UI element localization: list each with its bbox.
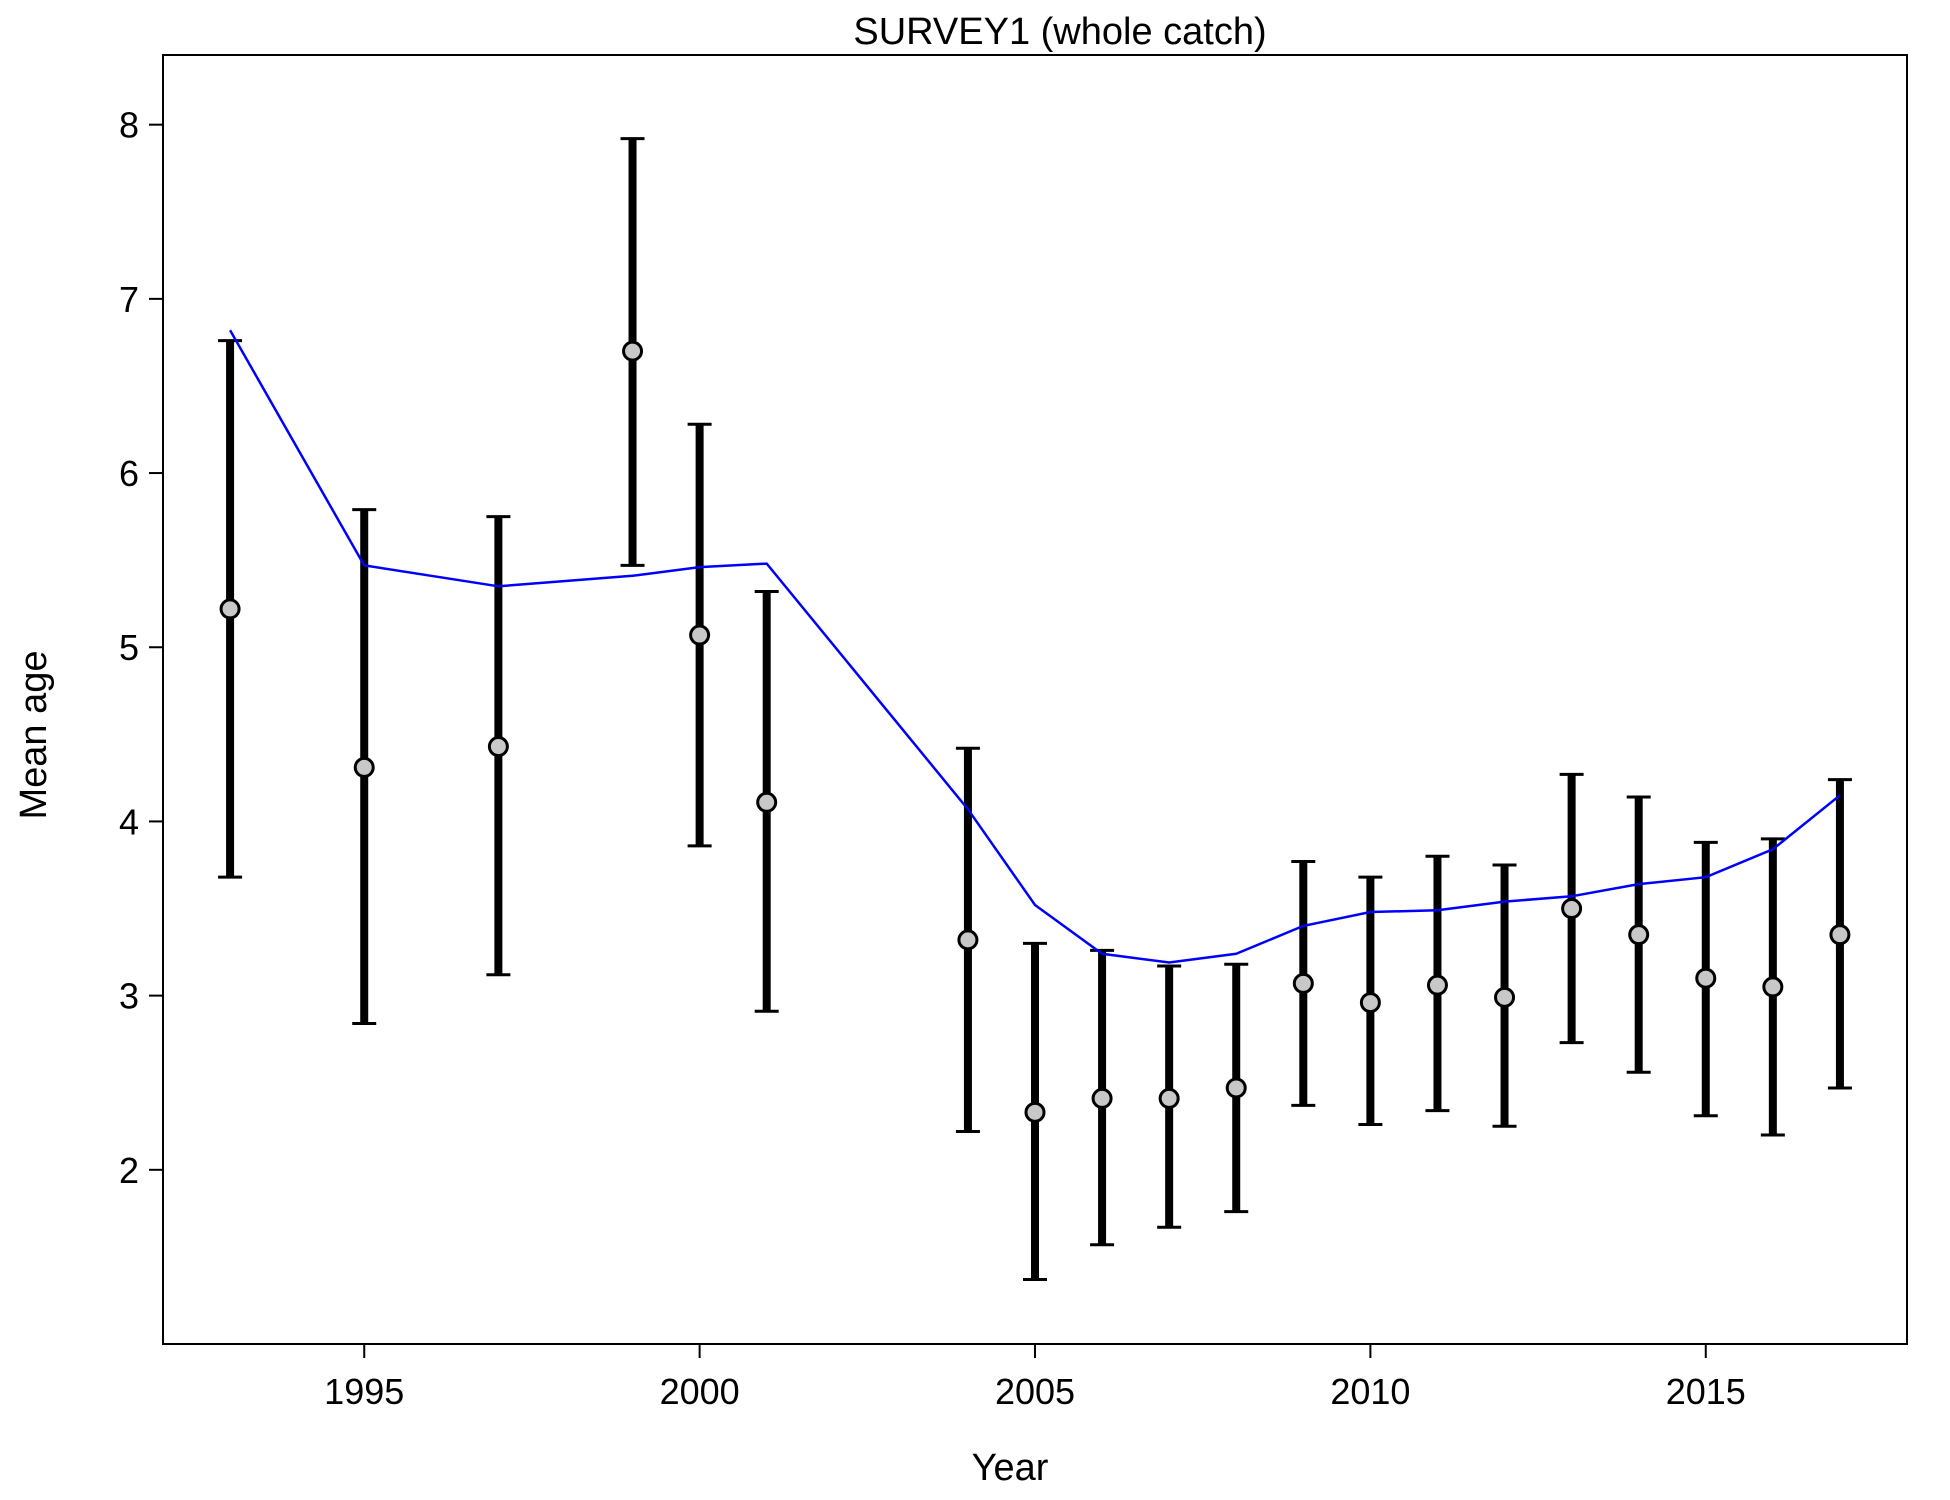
observed-point (1628, 924, 1650, 946)
x-tick-label: 2015 (1666, 1371, 1746, 1412)
x-tick-label: 2010 (1330, 1371, 1410, 1412)
x-axis-label: Year (972, 1447, 1049, 1489)
y-axis: 2 3 4 5 6 7 8 (119, 105, 163, 1191)
observed-point (1695, 967, 1717, 989)
observed-point (622, 340, 644, 362)
x-tick-label: 2000 (660, 1371, 740, 1412)
observed-point (1426, 974, 1448, 996)
observed-point (1024, 1101, 1046, 1123)
observed-point (1829, 924, 1851, 946)
y-tick-label: 5 (119, 627, 139, 668)
y-tick-label: 8 (119, 105, 139, 146)
observed-point (1225, 1077, 1247, 1099)
observed-point (957, 929, 979, 951)
y-axis-label: Mean age (13, 650, 55, 819)
x-tick-label: 2005 (995, 1371, 1075, 1412)
observed-point (689, 624, 711, 646)
observed-point (1561, 898, 1583, 920)
expected-line-group (229, 329, 1841, 964)
y-tick-label: 3 (119, 976, 139, 1017)
observed-point (1494, 986, 1516, 1008)
observed-point (1762, 976, 1784, 998)
y-tick-label: 4 (119, 801, 139, 842)
observed-point (756, 791, 778, 813)
y-tick-label: 6 (119, 453, 139, 494)
x-axis: 1995 2000 2005 2010 2015 (324, 1344, 1746, 1412)
observed-point (353, 756, 375, 778)
x-tick-label: 1995 (324, 1371, 404, 1412)
y-tick-label: 7 (119, 279, 139, 320)
chart-title: SURVEY1 (whole catch) (853, 11, 1266, 53)
observed-point (487, 736, 509, 758)
observed-point (1292, 972, 1314, 994)
observed-point (219, 598, 241, 620)
expected-mean-age-line (229, 329, 1841, 964)
observed-point (1158, 1087, 1180, 1109)
observed-points (219, 340, 1851, 1123)
y-tick-label: 2 (119, 1150, 139, 1191)
observed-point (1091, 1087, 1113, 1109)
observed-point (1359, 992, 1381, 1014)
